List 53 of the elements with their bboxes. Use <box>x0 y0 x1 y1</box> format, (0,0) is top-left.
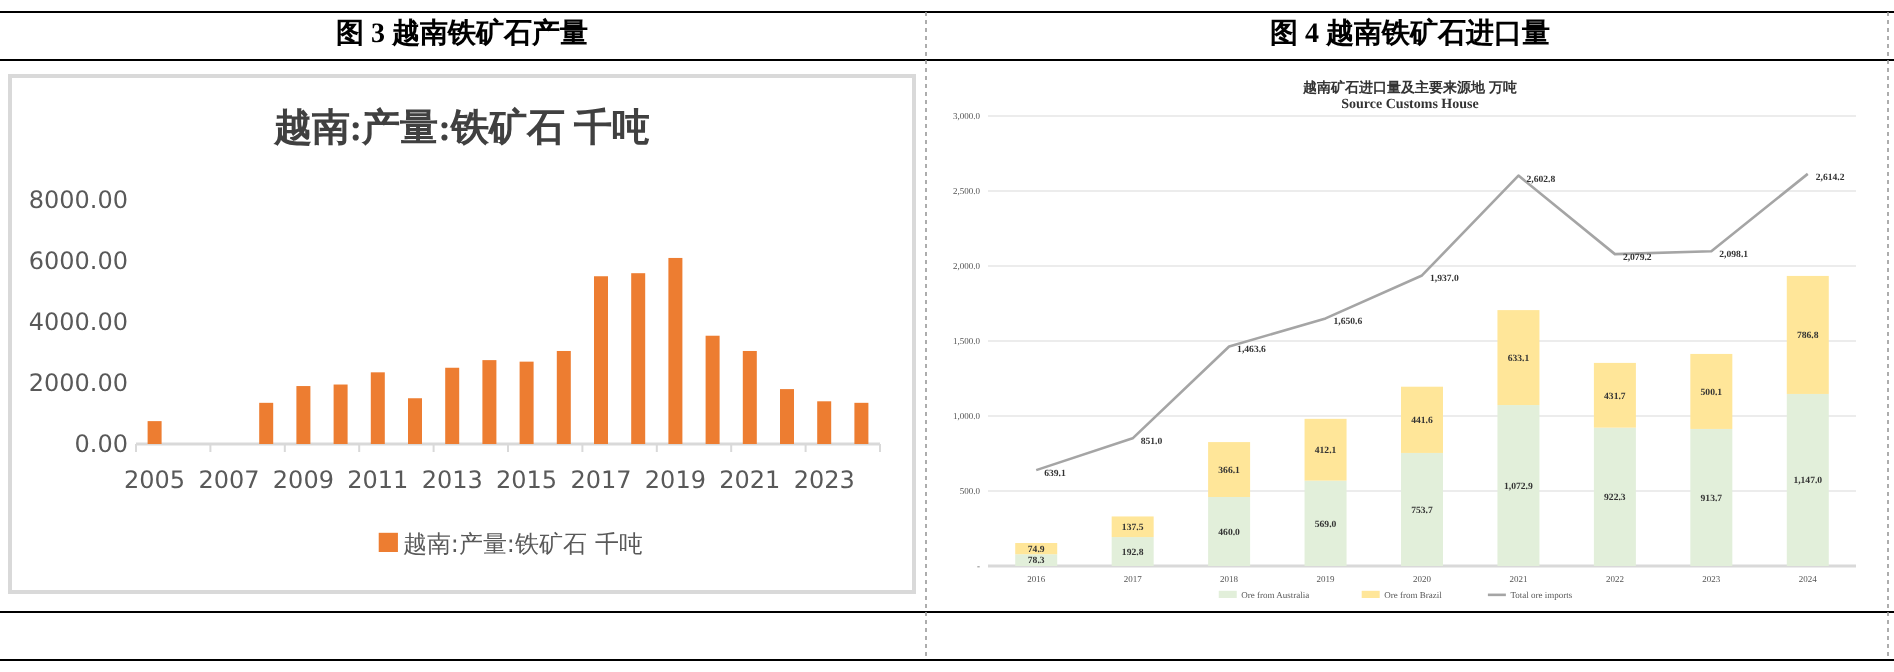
x-tick-label: 2013 <box>421 466 483 494</box>
y-tick-label: 4000.00 <box>28 308 128 337</box>
bar <box>1111 516 1154 538</box>
bar <box>519 361 534 444</box>
x-tick-label: 2005 <box>124 466 186 494</box>
bar <box>1111 537 1154 566</box>
bar <box>1497 310 1540 406</box>
bar <box>1786 275 1829 394</box>
bar <box>1497 405 1540 566</box>
bar <box>1401 452 1443 566</box>
bar <box>1690 428 1733 566</box>
y-tick-label: 0.00 <box>74 430 128 459</box>
bar <box>1304 418 1347 481</box>
bar <box>259 402 274 444</box>
bar <box>1304 480 1347 566</box>
x-tick-label: 2007 <box>198 466 260 494</box>
chart-subtitle: 越南:产量:铁矿石 千吨 <box>271 106 651 150</box>
bar <box>1208 497 1251 566</box>
bar <box>1593 362 1636 428</box>
y-tick-label: 8000.00 <box>28 186 128 215</box>
bar <box>1690 353 1733 429</box>
bar <box>370 372 385 444</box>
bar <box>296 386 311 444</box>
bar <box>668 257 683 444</box>
x-tick-label: 2015 <box>496 466 558 494</box>
bar <box>1208 442 1251 497</box>
bar <box>705 335 720 444</box>
bar <box>333 384 348 444</box>
y-tick-label: 6000.00 <box>28 247 128 276</box>
x-tick-label: 2009 <box>272 466 334 494</box>
chart-title: 图 3 越南铁矿石产量 <box>336 16 588 50</box>
x-tick-label: 2021 <box>719 466 781 494</box>
bar <box>408 398 422 444</box>
y-tick-label: 2000.00 <box>28 369 128 398</box>
x-tick-label: 2017 <box>570 466 632 494</box>
bar <box>445 367 460 444</box>
x-tick-label: 2019 <box>644 466 706 494</box>
bar <box>817 401 832 444</box>
bar <box>594 276 608 444</box>
bar <box>742 350 757 444</box>
bar <box>854 402 869 444</box>
bar <box>1401 386 1443 453</box>
bar <box>147 421 162 444</box>
bar <box>556 350 571 444</box>
chart-title: 图 4 越南铁矿石进口量 <box>1270 16 1550 50</box>
x-tick-label: 2023 <box>793 466 855 494</box>
bar <box>780 389 794 444</box>
bar <box>1786 393 1829 566</box>
x-tick-label: 2011 <box>347 466 409 494</box>
bar <box>482 360 497 444</box>
legend-label: 越南:产量:铁矿石 千吨 <box>402 530 643 558</box>
bar <box>631 273 646 444</box>
bar <box>1593 427 1636 566</box>
